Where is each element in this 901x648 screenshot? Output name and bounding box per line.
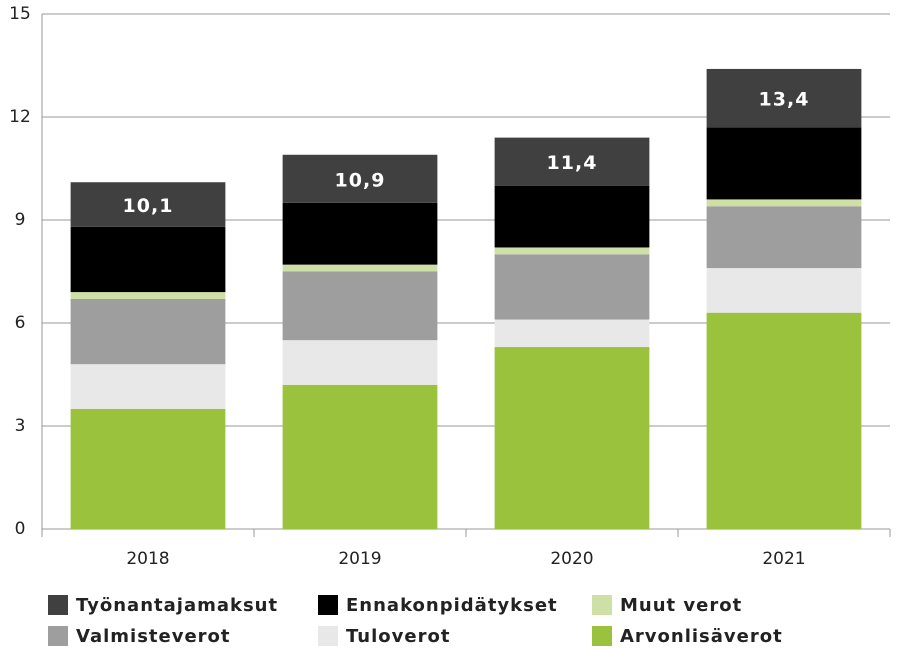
y-tick-label: 0	[15, 519, 26, 539]
bar-segment	[282, 202, 438, 265]
bar-segment	[70, 292, 226, 299]
legend-swatch	[592, 595, 612, 615]
y-tick-label: 3	[15, 416, 26, 436]
bar-segment	[494, 319, 650, 348]
bar-segment	[70, 182, 226, 227]
total-label: 11,4	[547, 152, 598, 174]
bar-segment	[706, 206, 862, 269]
bar-segment	[706, 312, 862, 529]
bar-segment	[282, 271, 438, 341]
y-tick-label: 12	[9, 107, 31, 127]
bar-segment	[706, 268, 862, 313]
x-tick-label: 2020	[550, 549, 593, 569]
legend-swatch	[48, 626, 68, 646]
total-label: 13,4	[759, 89, 810, 111]
bar-segment	[494, 254, 650, 320]
legend-swatch	[48, 595, 68, 615]
total-label: 10,9	[335, 169, 386, 191]
legend-swatch	[318, 626, 338, 646]
total-label: 10,1	[123, 195, 174, 217]
bar-segment	[494, 137, 650, 186]
bar-segment	[70, 408, 226, 529]
x-tick-label: 2021	[762, 549, 805, 569]
legend-label: Arvonlisäverot	[620, 626, 783, 647]
bar-segment	[70, 226, 226, 293]
legend-label: Työnantajamaksut	[76, 595, 278, 616]
bar-segment	[494, 185, 650, 248]
legend-label: Ennakonpidätykset	[346, 595, 558, 616]
bar-segment	[706, 127, 862, 200]
legend-label: Tuloverot	[346, 626, 450, 647]
bar-segment	[494, 247, 650, 255]
bar-segment	[282, 154, 438, 203]
y-tick-label: 9	[15, 210, 26, 230]
bar-segment	[494, 347, 650, 529]
bar-segment	[706, 68, 862, 128]
x-tick-label: 2018	[126, 549, 169, 569]
bar-segment	[706, 199, 862, 207]
legend-label: Valmisteverot	[76, 626, 231, 647]
bar-segment	[70, 298, 226, 365]
legend-swatch	[318, 595, 338, 615]
y-tick-label: 15	[9, 4, 31, 24]
legend-label: Muut verot	[620, 595, 742, 616]
y-tick-label: 6	[15, 313, 26, 333]
bar-segment	[70, 364, 226, 409]
legend-swatch	[592, 626, 612, 646]
bar-segment	[282, 340, 438, 385]
bar-segment	[282, 384, 438, 529]
x-tick-label: 2019	[338, 549, 381, 569]
bar-segment	[282, 264, 438, 272]
